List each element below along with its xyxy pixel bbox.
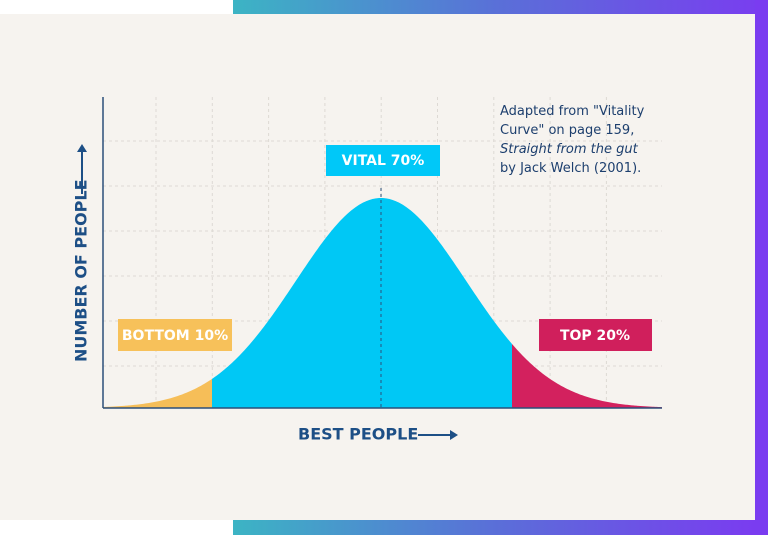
vital-label: VITAL 70% [342, 153, 425, 169]
x-axis-label: BEST PEOPLE [298, 425, 418, 444]
bottom-bar [233, 520, 755, 535]
citation-line: by Jack Welch (2001). [500, 161, 641, 176]
citation-line: Adapted from "Vitality [500, 104, 645, 119]
citation-line: Curve" on page 159, [500, 123, 634, 138]
top-box [539, 319, 652, 351]
top-bar [233, 0, 768, 14]
x-arrow-head [450, 430, 458, 440]
citation-line: Straight from the gut [500, 142, 639, 157]
y-label-group: NUMBER OF PEOPLE [72, 144, 91, 362]
bottom-box [118, 319, 232, 351]
curve [103, 198, 662, 408]
top-segment [512, 343, 662, 408]
bottom-label: BOTTOM 10% [122, 328, 228, 344]
right-bar [755, 0, 768, 535]
y-axis-label: NUMBER OF PEOPLE [72, 179, 91, 362]
bottom-segment [103, 378, 212, 408]
top-label: TOP 20% [560, 328, 630, 344]
vital-box [326, 145, 440, 176]
y-arrow-head [77, 144, 87, 152]
vital-segment [212, 198, 512, 408]
